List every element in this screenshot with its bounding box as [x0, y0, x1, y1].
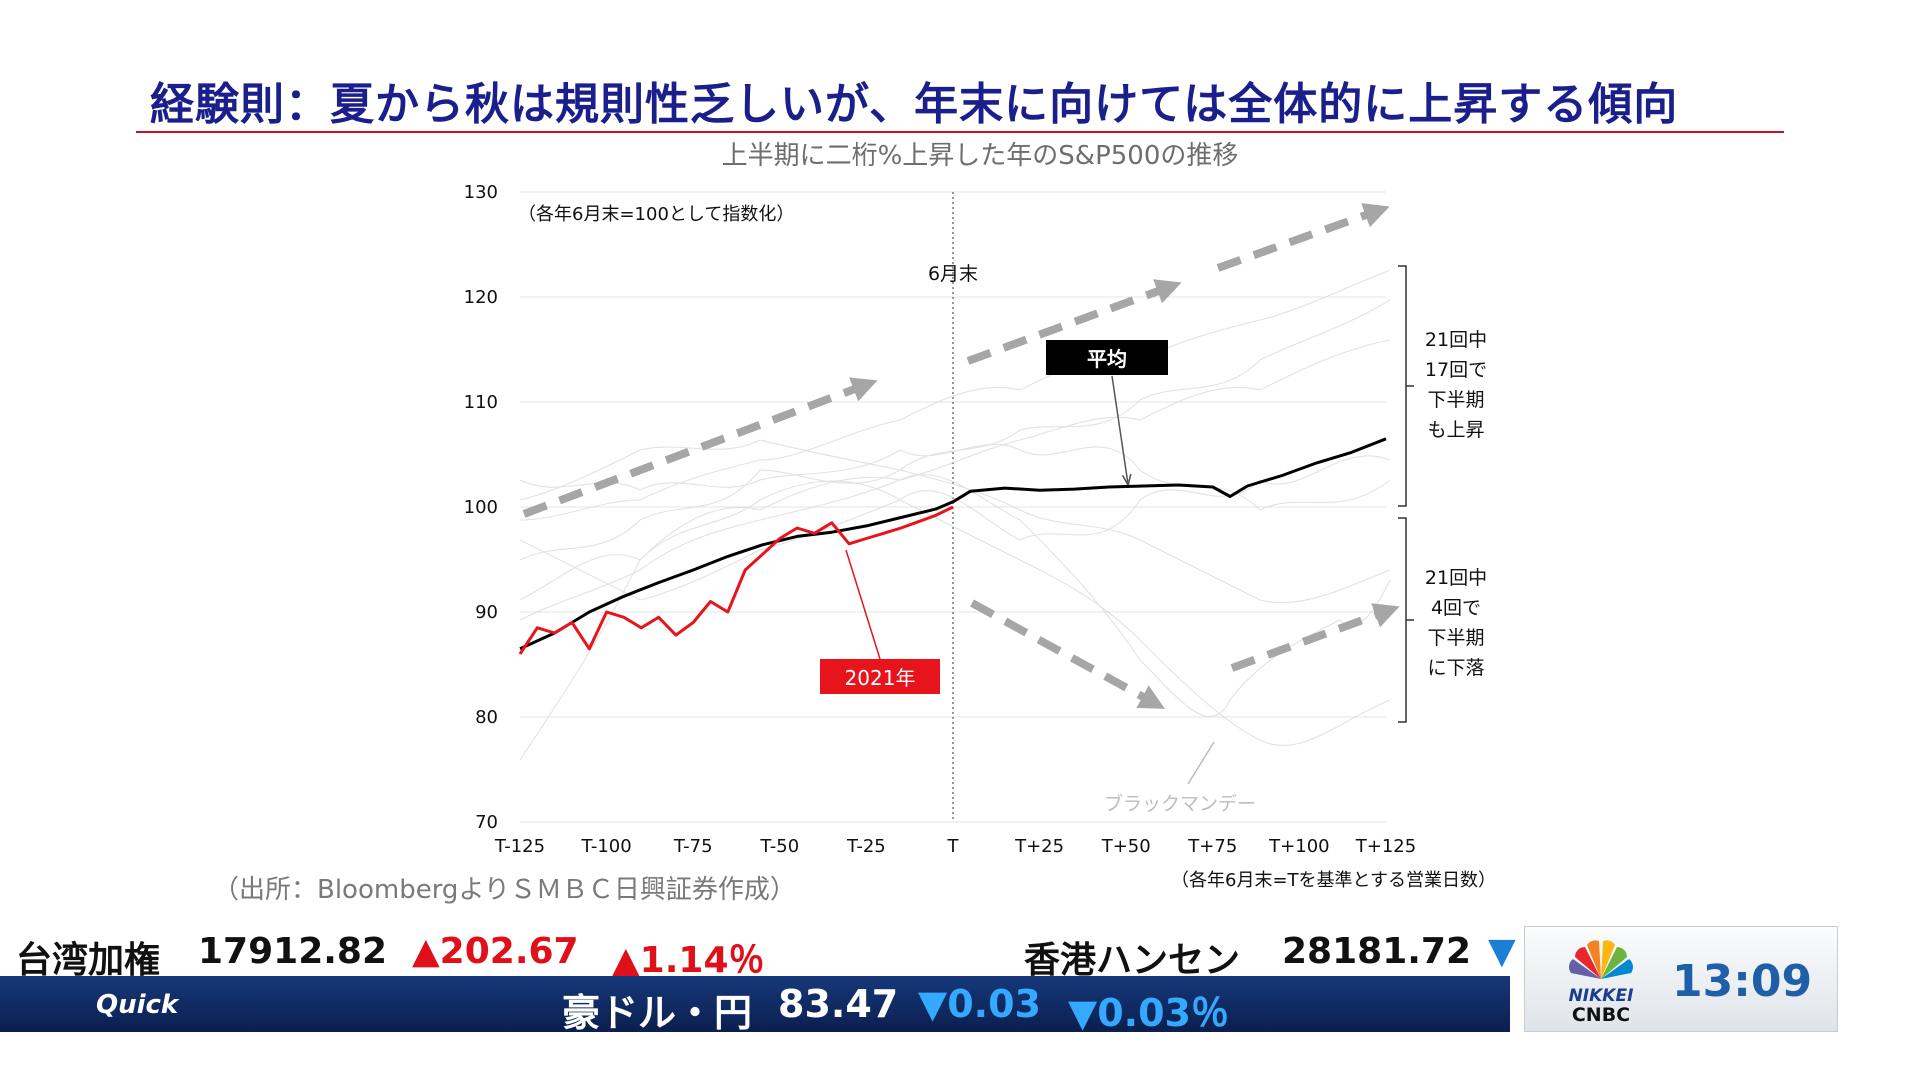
fx-name: 豪ドル・円: [562, 991, 753, 1035]
y-tick-label: 80: [475, 707, 498, 728]
ticker-index2-name: 香港ハンセン: [1024, 940, 1241, 981]
trend-arrows: [522, 203, 1400, 709]
series-2021-line: [518, 505, 954, 655]
trend-arrow-4: [970, 599, 1165, 709]
headline: 経験則：夏から秋は規則性乏しいが、年末に向けては全体的に上昇する傾向: [150, 79, 1679, 130]
trend-arrow-3: [1216, 203, 1390, 272]
bracket-note-line: 17回で: [1425, 359, 1487, 381]
x-tick-label: T-100: [580, 836, 631, 857]
ticker-top: 台湾加権 17912.82 ▲202.67 ▲1.14％ 香港ハンセン 2818…: [0, 925, 1516, 981]
average-label: 平均: [1087, 347, 1127, 371]
y-tick-label: 120: [464, 287, 498, 308]
x-tick-label: T+75: [1187, 836, 1237, 857]
bracket-note-line: 21回中: [1425, 567, 1487, 589]
bracket-note-line: 21回中: [1425, 329, 1487, 351]
peacock-icon: NIKKEI CNBC: [1569, 940, 1634, 1026]
bracket-note-line: 4回で: [1431, 597, 1481, 619]
channel-logo-box: NIKKEI CNBC: [1524, 926, 1838, 1032]
black-monday-pointer: [1187, 741, 1215, 785]
x-tick-label: T+50: [1101, 836, 1151, 857]
ticker-index-price: 17912.82: [198, 931, 388, 972]
source-note: （出所：BloombergよりＳＭＢＣ日興証券作成）: [213, 875, 796, 905]
ticker-index2-price: 28181.72: [1282, 931, 1472, 972]
trend-arrow-1: [522, 377, 878, 518]
y-tick-label: 110: [464, 392, 498, 413]
y-tick-label: 100: [464, 497, 498, 518]
quick-brand: Quick: [96, 990, 179, 1020]
average-label-box: [1046, 340, 1168, 375]
bracket-note-line: 下半期: [1427, 389, 1484, 411]
x-axis-ticks: T-125 T-100 T-75 T-50 T-25 T T+25 T+50 T+75 T+100…: [494, 836, 1416, 857]
clock: 13:09: [1672, 956, 1813, 1007]
x-tick-label: T+100: [1268, 836, 1329, 857]
sp500-chart: 上半期に二桁%上昇した年のS&P500の推移 （各年6月末=100として指数化）…: [213, 141, 1496, 905]
year-2021-pointer: [845, 549, 881, 660]
bracket-note-line: に下落: [1427, 657, 1484, 679]
x-tick-label: T-125: [494, 836, 545, 857]
ticker-index2-change: ▼: [1488, 931, 1516, 972]
year-2021-label: 2021年: [845, 666, 916, 690]
fx-pct: ▼0.03％: [1068, 991, 1229, 1035]
background-year-lines: [519, 269, 1391, 761]
fx-price: 83.47: [778, 982, 899, 1026]
ticker-index-name: 台湾加権: [16, 940, 161, 981]
chart-subtitle: （各年6月末=100として指数化）: [518, 204, 794, 225]
black-monday-label: ブラックマンデー: [1104, 792, 1256, 815]
series-average-line: [519, 437, 1387, 651]
lower-bracket-note: 21回中 4回で下半期に下落: [1425, 567, 1487, 679]
y-tick-label: 70: [475, 812, 498, 833]
x-axis-label: （各年6月末=Tを基準とする営業日数）: [1171, 870, 1496, 891]
x-tick-label: T-25: [846, 836, 886, 857]
x-tick-label: T-50: [759, 836, 799, 857]
logo-line2: CNBC: [1572, 1004, 1630, 1026]
logo-line1: NIKKEI: [1569, 986, 1634, 1006]
ticker-index-pct: ▲1.14％: [612, 940, 765, 981]
x-tick-label: T+125: [1355, 836, 1416, 857]
x-tick-label: T+25: [1014, 836, 1064, 857]
y-tick-label: 130: [464, 182, 498, 203]
average-pointer: [1111, 375, 1128, 484]
upper-bracket-note: 21回中 17回で下半期も上昇: [1425, 329, 1487, 441]
ticker-index-change: ▲202.67: [412, 931, 579, 972]
lower-bracket: [1398, 517, 1414, 723]
year-2021-label-box: [820, 659, 940, 694]
x-tick-label: T-75: [673, 836, 713, 857]
x-tick-label: T: [947, 836, 960, 857]
trend-arrow-5: [1230, 603, 1400, 672]
bracket-note-line: 下半期: [1427, 627, 1484, 649]
y-axis-ticks: 70 80 90 100 110 120 130: [464, 182, 498, 833]
chart-title: 上半期に二桁%上昇した年のS&P500の推移: [722, 141, 1239, 171]
headline-rule: [136, 131, 1784, 133]
y-tick-label: 90: [475, 602, 498, 623]
fx-change: ▼0.03: [918, 982, 1041, 1026]
ticker-bottom: Quick 豪ドル・円 83.47 ▼0.03 ▼0.03％: [0, 976, 1510, 1035]
bracket-note-line: も上昇: [1427, 419, 1484, 441]
upper-bracket: [1398, 265, 1414, 507]
june-end-label: 6月末: [928, 263, 978, 285]
